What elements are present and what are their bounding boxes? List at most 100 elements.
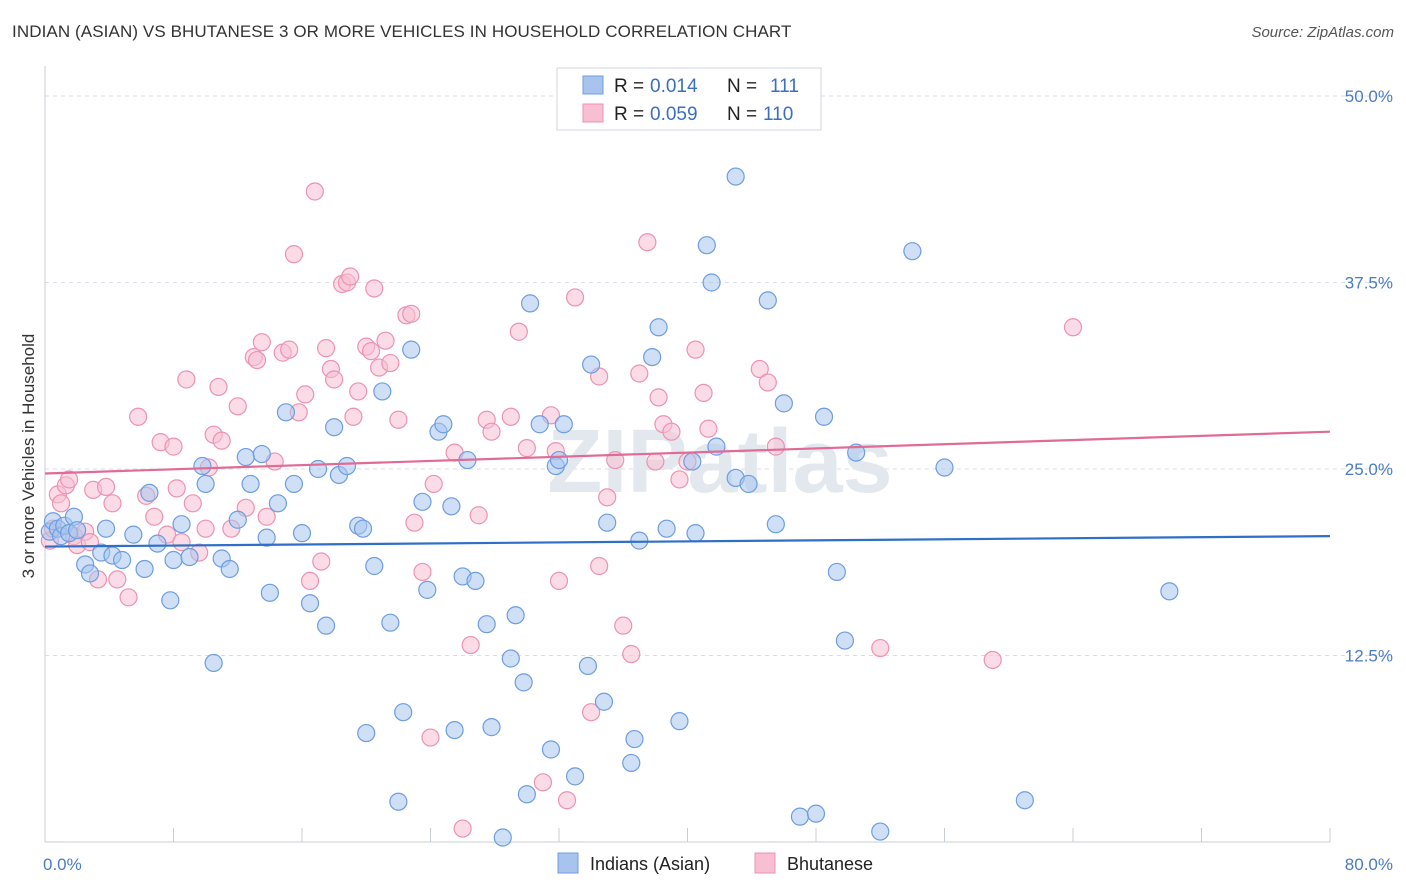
data-point xyxy=(590,556,609,576)
data-point xyxy=(445,720,464,740)
data-point xyxy=(349,382,368,401)
data-point xyxy=(80,564,100,583)
data-point xyxy=(726,167,745,186)
data-point xyxy=(365,556,384,576)
data-point xyxy=(983,650,1002,670)
data-point xyxy=(530,415,549,434)
data-point xyxy=(228,510,247,529)
axes xyxy=(44,66,1331,843)
data-point xyxy=(686,340,705,359)
series-legend: Indians (Asian) Bhutanese xyxy=(557,852,873,874)
data-point xyxy=(814,407,834,426)
data-point xyxy=(252,444,271,464)
data-point xyxy=(124,525,143,544)
data-point xyxy=(622,644,641,664)
data-point xyxy=(172,515,191,534)
data-point xyxy=(196,519,215,538)
data-point xyxy=(129,407,148,426)
data-point xyxy=(630,364,649,383)
data-point xyxy=(1015,791,1034,810)
data-point xyxy=(300,571,320,591)
correlation-legend: R = 0.014 N = 111 R = 0.059 N = 110 xyxy=(556,67,822,131)
data-point xyxy=(337,456,357,476)
data-point xyxy=(212,431,231,450)
data-point xyxy=(697,236,716,255)
data-point xyxy=(614,616,633,635)
chart-title: INDIAN (ASIAN) VS BHUTANESE 3 OR MORE VE… xyxy=(12,22,792,41)
bottom-legend-label: Indians (Asian) xyxy=(590,854,710,874)
data-point xyxy=(935,458,954,477)
data-point xyxy=(517,439,536,458)
data-point xyxy=(209,377,228,397)
data-point xyxy=(1063,318,1083,337)
data-point xyxy=(312,552,331,571)
data-point xyxy=(461,635,480,655)
data-point xyxy=(694,383,713,403)
data-point xyxy=(638,233,657,252)
data-point xyxy=(469,506,488,525)
data-point xyxy=(594,692,614,711)
y-tick-label: 12.5% xyxy=(1345,647,1393,666)
trend-lines xyxy=(44,430,1331,548)
y-tick-label: 50.0% xyxy=(1345,87,1393,106)
legend-r-label: R = xyxy=(614,76,644,97)
data-point xyxy=(686,524,705,543)
data-point xyxy=(670,470,689,489)
data-point xyxy=(172,533,191,552)
data-point xyxy=(361,342,381,361)
bottom-legend-label: Bhutanese xyxy=(787,854,873,874)
data-point xyxy=(643,348,662,367)
data-point xyxy=(434,415,453,434)
data-point xyxy=(394,703,413,722)
data-point xyxy=(903,242,922,261)
data-point xyxy=(145,507,164,526)
trend-line xyxy=(44,430,1331,475)
data-point xyxy=(835,631,855,650)
legend-n-value: 110 xyxy=(763,104,793,125)
legend-r-value: 0.059 xyxy=(650,104,698,125)
data-point xyxy=(657,519,676,538)
data-point xyxy=(622,753,641,773)
data-point xyxy=(646,452,665,471)
data-point xyxy=(376,331,395,350)
data-point xyxy=(413,492,432,511)
data-point xyxy=(739,474,758,494)
data-point xyxy=(220,559,239,579)
data-point xyxy=(806,804,826,823)
data-point xyxy=(183,494,202,513)
data-point xyxy=(477,615,496,634)
x-tick-label: 80.0% xyxy=(1345,855,1393,874)
data-point xyxy=(280,340,299,359)
bottom-legend-swatch-pink xyxy=(754,852,776,874)
data-point xyxy=(766,515,785,534)
legend-r-label: R = xyxy=(614,104,644,125)
data-point xyxy=(119,588,138,607)
data-point xyxy=(549,571,569,591)
data-point xyxy=(296,385,315,404)
y-tick-label: 37.5% xyxy=(1345,274,1393,293)
data-point xyxy=(325,418,344,437)
data-point xyxy=(649,318,668,337)
bottom-legend-swatch-blue xyxy=(557,852,579,874)
data-point xyxy=(501,407,520,426)
grid-lines xyxy=(45,95,1390,656)
data-point xyxy=(871,638,890,658)
data-point xyxy=(228,397,247,416)
data-point xyxy=(167,479,186,498)
data-point xyxy=(578,656,598,676)
data-point xyxy=(51,494,71,513)
data-point xyxy=(241,474,260,494)
data-point xyxy=(292,524,312,543)
data-point xyxy=(649,388,668,407)
data-point xyxy=(402,304,421,323)
data-point xyxy=(670,712,689,731)
data-point xyxy=(284,474,304,494)
data-point xyxy=(662,422,681,441)
data-point xyxy=(305,182,324,201)
data-point xyxy=(103,494,122,513)
data-point xyxy=(766,437,785,456)
data-point xyxy=(389,792,408,811)
data-point xyxy=(1160,582,1179,601)
data-point xyxy=(442,497,461,516)
